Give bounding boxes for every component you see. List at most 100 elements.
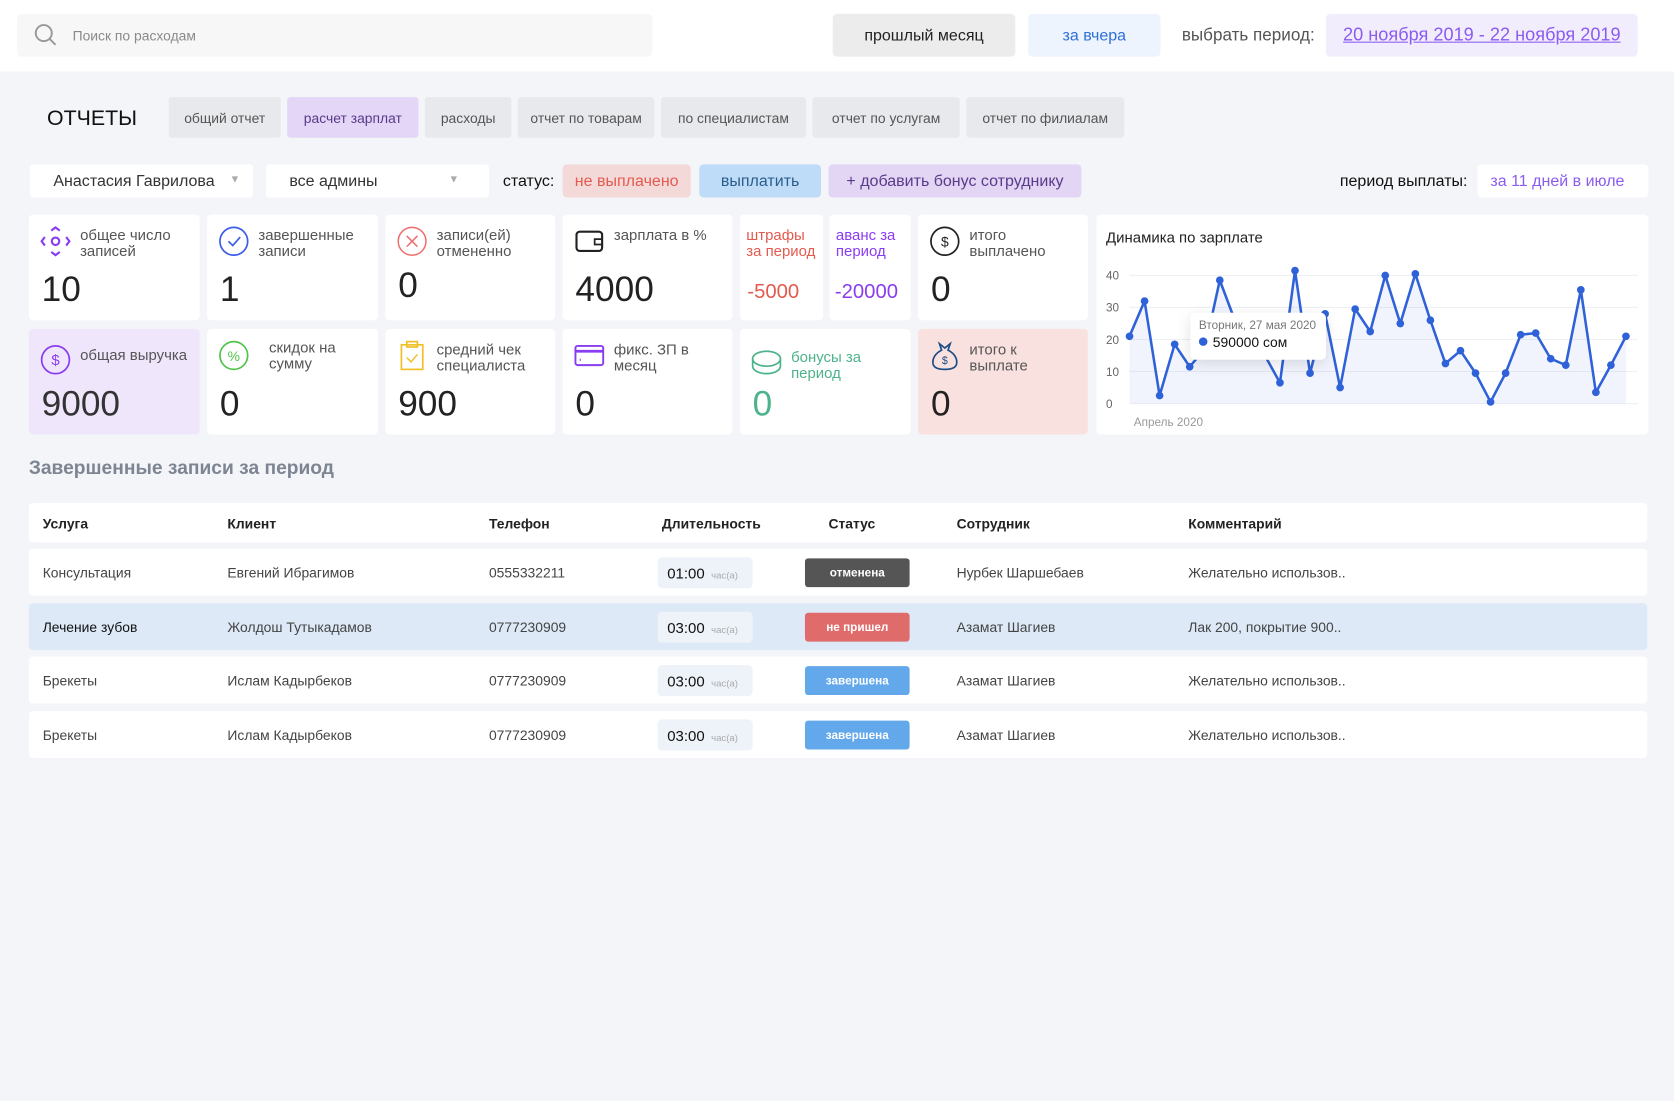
dollar-circle-icon: $	[40, 345, 71, 375]
data-point	[1486, 398, 1495, 406]
tooltip-value: 590000 сом	[1212, 334, 1288, 351]
stat-revenue: $ общая выручка 9000	[28, 328, 200, 435]
cell-employee: Азамат Шагиев	[956, 727, 1056, 744]
stat-label: итого к выплате	[969, 340, 1028, 374]
table-row[interactable]: Консультация Евгений Ибрагимов 0555332211 0…	[28, 548, 1648, 596]
stat-label: фикс. ЗП в месяц	[613, 340, 689, 374]
chevron-down-icon: ▼	[448, 174, 460, 186]
table-title: Завершенные записи за период	[28, 456, 335, 479]
status-badge: завершена	[804, 666, 910, 696]
salary-line-chart: 0 10 20 30 40	[1106, 266, 1638, 411]
chart-x-label: Апрель 2020	[1133, 416, 1204, 430]
stat-label: скидок на сумму	[269, 338, 336, 372]
page-title: ОТЧЕТЫ	[46, 106, 138, 131]
stat-value: -20000	[834, 280, 899, 304]
stat-completed: завершенные записи 1	[207, 214, 378, 321]
tab-services[interactable]: отчет по услугам	[812, 97, 960, 138]
cell-comment: Желательно использов..	[1188, 564, 1346, 581]
credit-card-icon	[574, 344, 605, 367]
data-point	[1336, 383, 1344, 392]
stat-bonuses: бонусы за период 0	[739, 328, 911, 435]
data-point	[1622, 332, 1630, 341]
stat-cancelled: записи(ей) отмененно 0	[385, 214, 556, 321]
admins-select[interactable]: все админы ▼	[265, 164, 489, 198]
duration-value: 03:00	[667, 619, 705, 637]
data-point	[1155, 391, 1164, 400]
target-icon	[40, 226, 71, 257]
stat-value: 0	[930, 269, 951, 309]
stat-label: общая выручка	[80, 345, 188, 363]
stat-value: 0	[930, 383, 951, 423]
data-point	[1561, 361, 1570, 369]
column-header: Длительность	[661, 515, 761, 532]
status-badge: отменена	[804, 558, 910, 588]
svg-text:$: $	[941, 234, 949, 250]
yesterday-button[interactable]: за вчера	[1028, 13, 1161, 57]
stat-total-records: общее число записей 10	[28, 214, 200, 321]
employee-select[interactable]: Анастасия Гаврилова ▼	[29, 164, 254, 198]
pay-button[interactable]: выплатить	[699, 164, 821, 198]
stat-value: -5000	[747, 280, 800, 304]
column-header: Статус	[828, 515, 876, 532]
cell-comment: Желательно использов..	[1188, 727, 1346, 744]
search-box[interactable]	[17, 13, 653, 57]
data-point	[1546, 354, 1555, 363]
table-row[interactable]: Брекеты Ислам Кадырбеков 0777230909 03:00 ча…	[28, 711, 1648, 758]
cell-client: Ислам Кадырбеков	[227, 672, 352, 689]
check-circle-icon	[219, 226, 249, 257]
stat-value: 0	[575, 383, 596, 423]
duration-value: 03:00	[667, 672, 705, 690]
duration-value: 03:00	[667, 727, 705, 745]
tab-products[interactable]: отчет по товарам	[517, 97, 655, 138]
data-point	[1276, 378, 1284, 387]
data-point	[1471, 369, 1480, 377]
chevron-down-icon: ▼	[229, 174, 241, 186]
area-fill	[1129, 270, 1638, 404]
tab-expenses[interactable]: расходы	[424, 97, 512, 138]
cell-duration: 03:00 час(а)	[657, 719, 753, 751]
y-tick-label: 10	[1106, 366, 1120, 379]
duration-value: 01:00	[667, 564, 705, 582]
data-point	[1501, 369, 1510, 377]
svg-text:$: $	[51, 352, 60, 369]
table-row[interactable]: Лечение зубов Жолдош Тутыкадамов 077723090…	[28, 603, 1648, 651]
status-label: статус:	[502, 171, 555, 191]
data-point	[1426, 316, 1435, 325]
tooltip-series-dot	[1198, 337, 1208, 346]
cell-phone: 0777230909	[488, 619, 567, 636]
employee-select-value: Анастасия Гаврилова	[53, 171, 215, 191]
data-point	[1531, 329, 1540, 337]
date-range-picker[interactable]: 20 ноября 2019 - 22 ноября 2019	[1325, 13, 1638, 57]
tab-salary[interactable]: расчет зарплат	[287, 97, 419, 138]
stat-label: зарплата в %	[613, 226, 707, 244]
tab-general[interactable]: общий отчет	[168, 97, 281, 138]
table-row[interactable]: Брекеты Ислам Кадырбеков 0777230909 03:00 ча…	[28, 656, 1648, 704]
cell-client: Ислам Кадырбеков	[227, 727, 352, 744]
cell-client: Жолдош Тутыкадамов	[227, 619, 372, 636]
pay-period-select[interactable]: за 11 дней в июле	[1477, 164, 1649, 198]
stat-value: 10	[41, 269, 81, 309]
data-point	[1516, 330, 1525, 339]
tab-branches[interactable]: отчет по филиалам	[966, 97, 1125, 138]
search-input[interactable]	[72, 27, 500, 44]
cell-employee: Азамат Шагиев	[956, 672, 1056, 689]
svg-text:%: %	[228, 348, 240, 364]
cell-phone: 0555332211	[488, 564, 566, 581]
column-header: Телефон	[488, 515, 550, 532]
stat-label: штрафы за период	[746, 226, 816, 260]
wallet-icon	[575, 230, 604, 252]
pay-period-label: период выплаты:	[1339, 171, 1468, 191]
data-point	[1215, 276, 1224, 285]
y-tick-label: 0	[1106, 398, 1113, 411]
add-bonus-button[interactable]: + добавить бонус сотруднику	[828, 164, 1082, 198]
stat-advance: аванс за период -20000	[829, 214, 911, 321]
y-tick-label: 20	[1106, 334, 1120, 347]
last-month-button[interactable]: прошлый месяц	[832, 13, 1016, 57]
column-header: Сотрудник	[956, 515, 1030, 532]
tab-specialists[interactable]: по специалистам	[660, 97, 807, 138]
status-badge: не пришел	[804, 612, 910, 642]
stat-label: записи(ей) отмененно	[436, 226, 512, 260]
stat-value: 4000	[575, 269, 654, 309]
chart-title: Динамика по зарплате	[1106, 228, 1263, 246]
stat-value: 900	[398, 383, 457, 423]
